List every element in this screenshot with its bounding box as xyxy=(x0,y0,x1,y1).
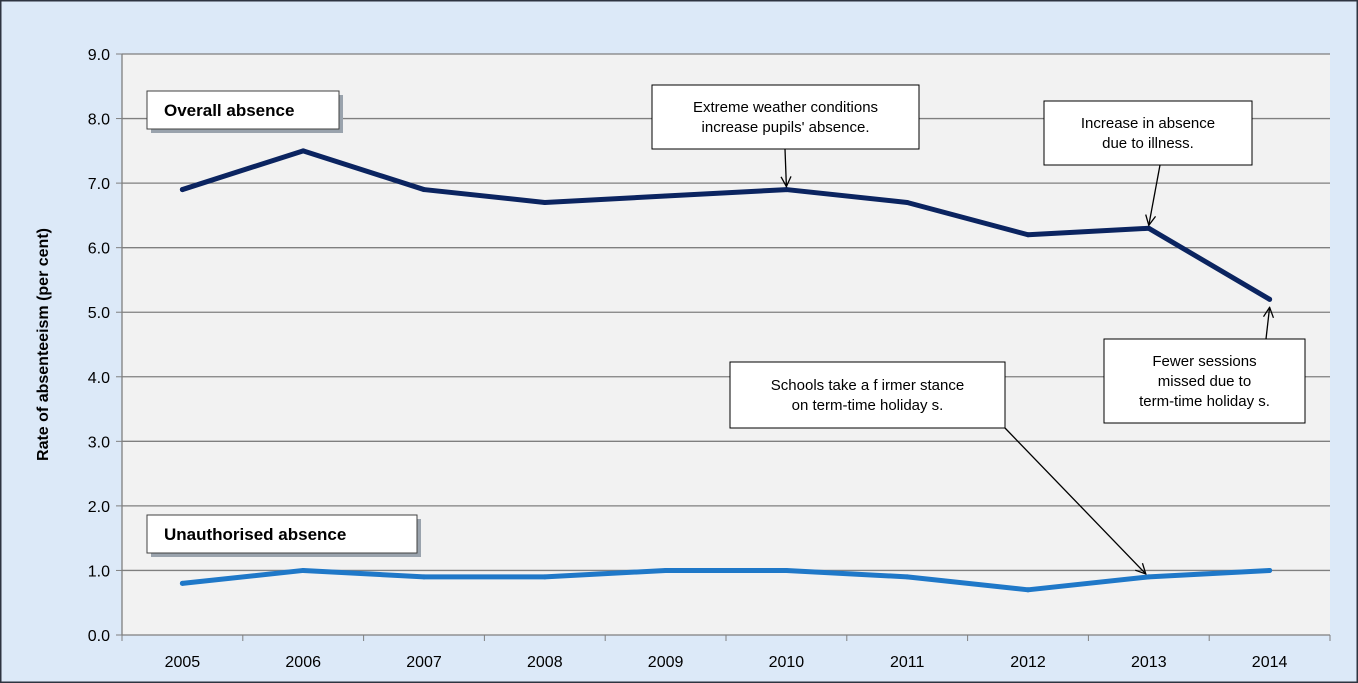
annotation-text: increase pupils' absence. xyxy=(702,119,870,136)
annotation-box xyxy=(729,361,1006,429)
x-tick-label: 2012 xyxy=(1010,654,1046,671)
series-line-unauthorised-absence xyxy=(179,567,1273,593)
y-tick-label: 8.0 xyxy=(88,112,110,129)
x-axis-ticks: 2005 2006 2007 2008 2009 2010 2011 2012 2013 2014 xyxy=(165,654,1288,671)
annotation-text: Schools take a f irmer stance xyxy=(771,377,964,394)
data-point xyxy=(1267,296,1273,302)
data-point xyxy=(179,187,185,193)
y-tick-label: 4.0 xyxy=(88,370,110,387)
data-point xyxy=(663,193,669,199)
x-tick-label: 2013 xyxy=(1131,654,1167,671)
data-point xyxy=(1267,567,1273,573)
annotation-text: on term-time holiday s. xyxy=(792,397,944,414)
annotation-arrow xyxy=(1004,427,1146,574)
annotation-box xyxy=(1103,338,1306,424)
series-label: Overall absence xyxy=(164,101,294,120)
data-point xyxy=(904,199,910,205)
data-point xyxy=(300,567,306,573)
x-tick-label: 2014 xyxy=(1252,654,1288,671)
annotation-box xyxy=(651,84,920,150)
data-point xyxy=(300,148,306,154)
x-tick-label: 2011 xyxy=(890,654,925,671)
annotation-box xyxy=(1043,100,1253,166)
y-tick-label: 2.0 xyxy=(88,499,110,516)
data-point xyxy=(1025,232,1031,238)
data-point xyxy=(1025,587,1031,593)
data-point xyxy=(783,187,789,193)
y-axis-ticks: 0.0 1.0 2.0 3.0 4.0 5.0 6.0 7.0 8.0 9.0 xyxy=(88,47,110,645)
y-tick-label: 7.0 xyxy=(88,176,110,193)
x-tick-label: 2007 xyxy=(406,654,442,671)
annotations: Extreme weather conditions increase pupil… xyxy=(651,84,1306,574)
series-label-box xyxy=(146,514,418,554)
series-label: Unauthorised absence xyxy=(164,525,346,544)
annotation-text: Extreme weather conditions xyxy=(693,99,878,116)
annotation-text: missed due to xyxy=(1158,373,1251,390)
annotation-text: Fewer sessions xyxy=(1152,353,1256,370)
x-tick-label: 2009 xyxy=(648,654,684,671)
annotation-arrow xyxy=(785,148,786,187)
y-tick-label: 0.0 xyxy=(88,628,110,645)
series-line-overall-absence xyxy=(179,148,1273,302)
data-point xyxy=(421,187,427,193)
y-tick-label: 3.0 xyxy=(88,434,110,451)
axes xyxy=(116,53,1331,641)
data-point xyxy=(179,580,185,586)
annotation-text: term-time holiday s. xyxy=(1139,393,1270,410)
x-tick-label: 2008 xyxy=(527,654,563,671)
annotation-text: Increase in absence xyxy=(1081,115,1215,132)
annotation-arrow xyxy=(1149,164,1161,225)
annotation-arrow xyxy=(1266,307,1270,340)
y-tick-label: 1.0 xyxy=(88,563,110,580)
data-point xyxy=(904,574,910,580)
data-point xyxy=(542,199,548,205)
x-tick-label: 2005 xyxy=(165,654,201,671)
series-lines xyxy=(179,148,1273,593)
data-point xyxy=(663,567,669,573)
y-tick-label: 9.0 xyxy=(88,47,110,64)
x-tick-label: 2006 xyxy=(285,654,321,671)
annotation-text: due to illness. xyxy=(1102,135,1194,152)
data-point xyxy=(783,567,789,573)
series-labels: Overall absence Unauthorised absence xyxy=(146,90,421,557)
series-label-box xyxy=(146,90,340,130)
data-point xyxy=(1146,574,1152,580)
y-tick-label: 5.0 xyxy=(88,305,110,322)
y-tick-label: 6.0 xyxy=(88,241,110,258)
data-point xyxy=(542,574,548,580)
x-tick-label: 2010 xyxy=(769,654,805,671)
data-point xyxy=(1146,225,1152,231)
y-axis-label: Rate of absenteeism (per cent) xyxy=(35,228,52,461)
data-point xyxy=(421,574,427,580)
